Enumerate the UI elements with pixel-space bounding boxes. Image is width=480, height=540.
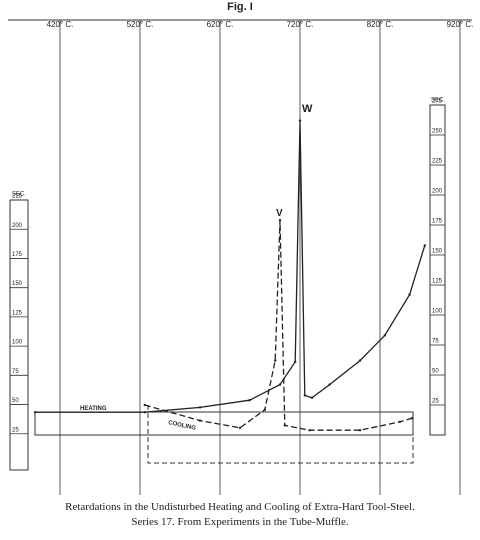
data-point bbox=[198, 406, 202, 409]
y2-tick-label: 100 bbox=[12, 340, 23, 346]
data-point bbox=[298, 119, 302, 122]
data-point bbox=[34, 411, 37, 414]
x-tick-label: 420° C. bbox=[47, 20, 74, 29]
data-point bbox=[328, 383, 331, 386]
y2-tick-label: 125 bbox=[12, 310, 23, 316]
annotation: HEATING bbox=[80, 406, 107, 412]
data-point bbox=[358, 429, 362, 432]
annotation: COOLING bbox=[168, 420, 197, 432]
x-tick-label: 920° C. bbox=[447, 20, 474, 29]
data-point bbox=[423, 244, 426, 247]
data-point bbox=[238, 426, 242, 429]
y2-tick-label: 225 bbox=[12, 194, 23, 200]
y-tick-label: 150 bbox=[432, 249, 443, 255]
y-tick-label: 50 bbox=[432, 369, 439, 375]
y2-axis-label: SEC. bbox=[12, 192, 26, 198]
y2-tick-label: 150 bbox=[12, 281, 23, 287]
data-point bbox=[294, 360, 297, 363]
y-tick-label: 125 bbox=[432, 279, 443, 285]
y2-tick-label: 75 bbox=[12, 369, 19, 375]
y2-tick-label: 25 bbox=[12, 427, 19, 433]
y-tick-label: 225 bbox=[432, 159, 443, 165]
chart-title: Fig. I bbox=[227, 1, 253, 13]
data-point bbox=[274, 359, 277, 362]
annotation: W bbox=[302, 103, 313, 115]
heating-box bbox=[34, 411, 414, 436]
data-point bbox=[310, 396, 314, 399]
y-tick-label: 200 bbox=[432, 189, 443, 195]
data-point bbox=[410, 417, 414, 420]
annotation: V bbox=[276, 208, 283, 219]
caption: Series 17. From Experiments in the Tube-… bbox=[131, 516, 349, 528]
y-axis-label: SEC. bbox=[431, 98, 445, 104]
data-point bbox=[383, 334, 386, 337]
data-point bbox=[248, 399, 251, 402]
data-point bbox=[143, 411, 146, 414]
y-tick-label: 75 bbox=[432, 339, 439, 345]
x-tick-label: 620° C. bbox=[207, 20, 234, 29]
data-point bbox=[198, 419, 202, 422]
x-tick-label: 820° C. bbox=[367, 20, 394, 29]
x-tick-label: 520° C. bbox=[127, 20, 154, 29]
y-tick-label: 250 bbox=[432, 129, 443, 135]
data-point bbox=[408, 293, 411, 296]
y-tick-label: 100 bbox=[432, 309, 443, 315]
y-tick-label: 275 bbox=[432, 99, 443, 105]
x-tick-label: 720° C. bbox=[287, 20, 314, 29]
caption: Retardations in the Undisturbed Heating … bbox=[65, 501, 415, 513]
data-point bbox=[283, 424, 286, 427]
data-point bbox=[303, 394, 306, 397]
data-point bbox=[143, 403, 146, 407]
data-point bbox=[398, 420, 402, 423]
y2-tick-label: 175 bbox=[12, 252, 23, 258]
y-tick-label: 25 bbox=[432, 399, 439, 405]
data-point bbox=[278, 219, 282, 222]
data-point bbox=[308, 429, 311, 432]
cooling-box bbox=[147, 405, 414, 464]
right-scale-box bbox=[429, 104, 446, 436]
series-line bbox=[144, 220, 413, 431]
data-point bbox=[263, 408, 266, 411]
series-line bbox=[35, 120, 426, 413]
y-tick-label: 175 bbox=[432, 219, 443, 225]
y2-tick-label: 200 bbox=[12, 223, 23, 229]
y2-tick-label: 50 bbox=[12, 398, 19, 404]
data-point bbox=[278, 383, 282, 386]
data-point bbox=[358, 359, 362, 362]
